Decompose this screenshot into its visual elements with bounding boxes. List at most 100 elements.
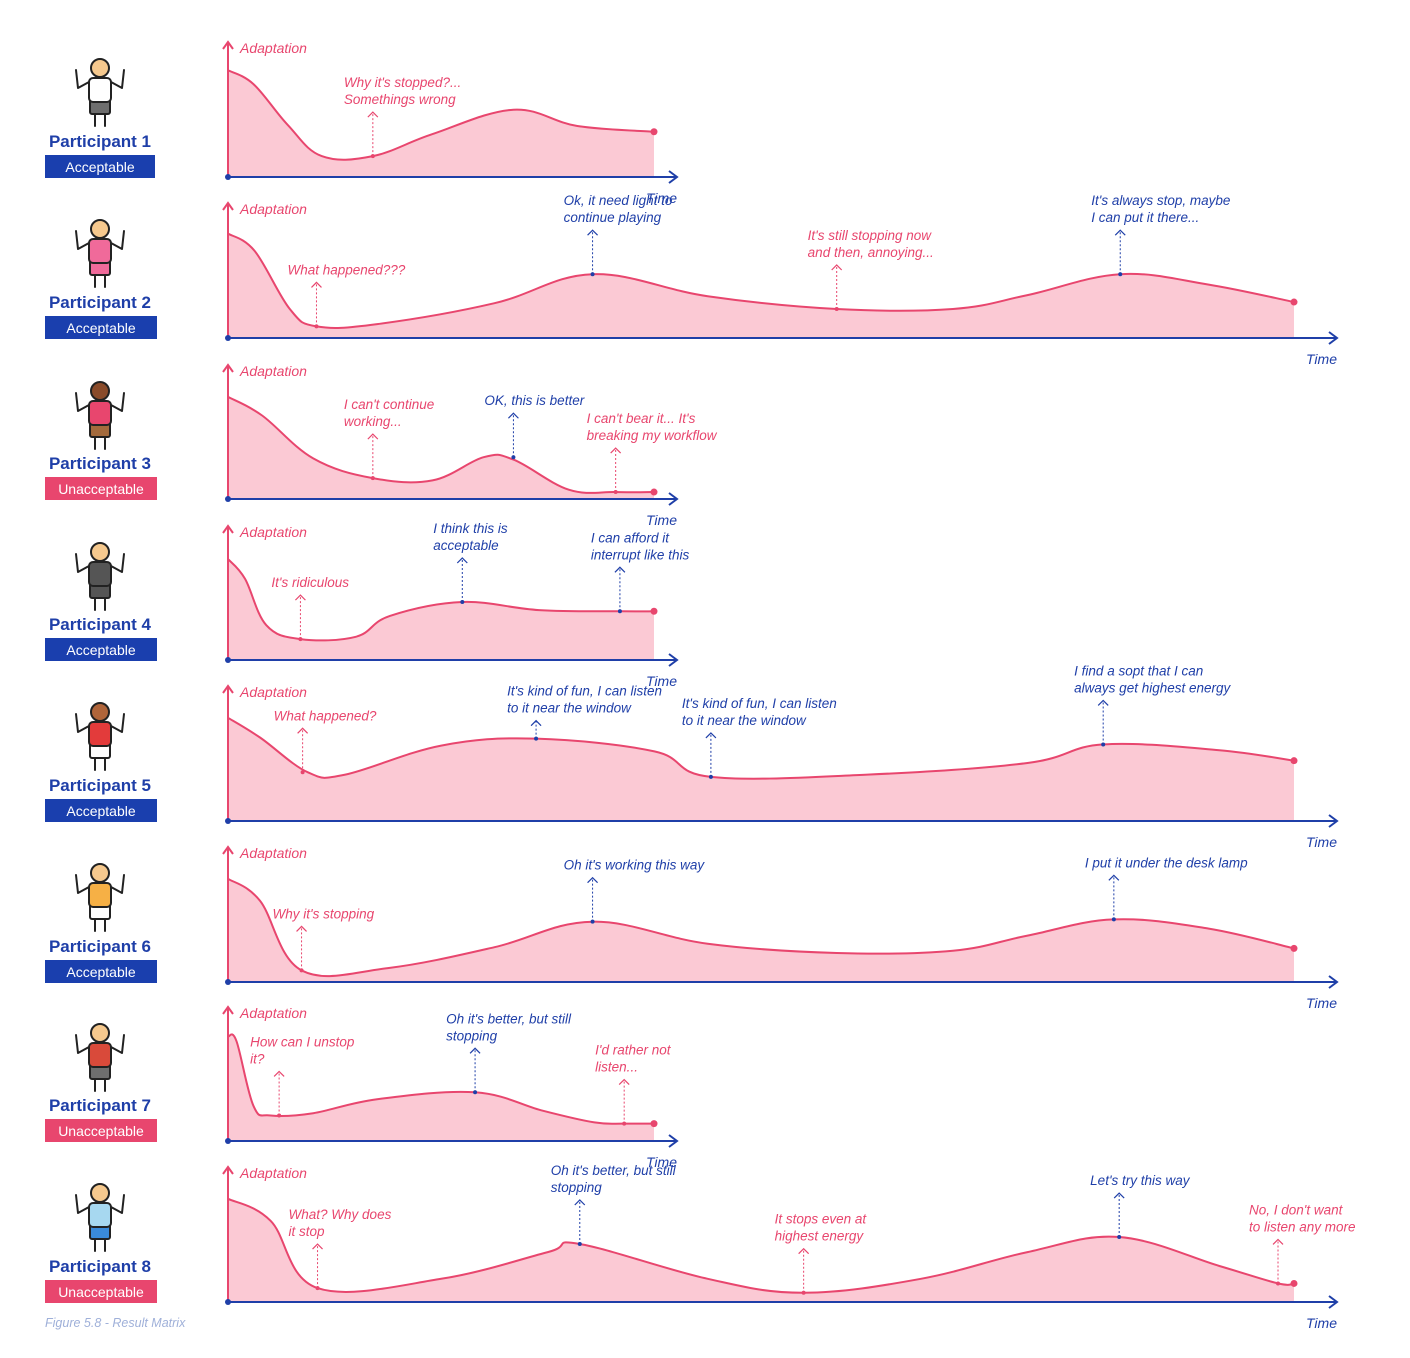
- comment-annotation: Oh it's better, but still stopping: [551, 1163, 677, 1246]
- comment-annotation: It's kind of fun, I can listen to it near…: [507, 684, 662, 741]
- annotation-text: OK, this is better: [484, 393, 584, 408]
- annotation-text: It's kind of fun, I can listen: [507, 684, 662, 699]
- figure-caption: Figure 5.8 - Result Matrix: [45, 1316, 186, 1330]
- adaptation-line: [227, 232, 1295, 329]
- curve-end-point: [1290, 757, 1298, 765]
- curve-end-point: [650, 1120, 658, 1128]
- annotation-text: I think this is: [433, 521, 508, 536]
- verdict-label: Unacceptable: [58, 1123, 144, 1139]
- annotation-text: Why it's stopped?...: [344, 75, 461, 90]
- participant-avatar-icon: [75, 1183, 125, 1252]
- comment-annotation: Why it's stopped?... Somethings wrong: [344, 75, 461, 159]
- annotation-caret-icon: [705, 732, 717, 739]
- annotation-text: Let's try this way: [1090, 1173, 1191, 1188]
- adaptation-area: [228, 396, 654, 499]
- annotation-caret-icon: [294, 594, 306, 601]
- origin-point: [225, 1138, 231, 1144]
- participant-avatar-icon: [75, 58, 125, 127]
- verdict-badge: [45, 155, 155, 178]
- annotation-point: [1117, 1235, 1122, 1240]
- participant-row: Participant 4 Acceptable Adaptation Time It'…: [45, 521, 689, 689]
- comment-annotation: I can't bear it... It's breaking my workf…: [587, 411, 718, 495]
- annotation-caret-icon: [296, 925, 307, 932]
- origin-point: [225, 979, 231, 985]
- participant-row: Participant 3 Unacceptable Adaptation Time I…: [45, 363, 718, 528]
- annotation-point: [801, 1290, 806, 1295]
- x-axis-arrow-icon: [1328, 331, 1339, 345]
- y-axis-label: Adaptation: [239, 1165, 307, 1181]
- annotation-caret-icon: [311, 281, 322, 288]
- x-axis-label: Time: [646, 512, 677, 528]
- adaptation-area: [228, 233, 1294, 338]
- x-axis-label: Time: [646, 190, 677, 206]
- y-axis-arrow-icon: [222, 1165, 234, 1175]
- annotation-text: and then, annoying...: [808, 245, 934, 260]
- y-axis-arrow-icon: [222, 684, 234, 694]
- participant-row: Participant 5 Acceptable Adaptation Time Wha…: [45, 663, 1339, 850]
- annotation-point: [590, 272, 595, 277]
- verdict-badge: [45, 1119, 157, 1142]
- x-axis-label: Time: [1306, 1315, 1337, 1331]
- annotation-caret-icon: [614, 566, 626, 573]
- annotation-point: [300, 770, 305, 775]
- comment-annotation: I find a sopt that I can always get highe…: [1074, 663, 1232, 747]
- comment-annotation: It's ridiculous: [271, 575, 349, 642]
- adaptation-area: [228, 717, 1294, 821]
- comment-annotation: It's still stopping now and then, annoyin…: [808, 228, 934, 311]
- annotation-point: [1118, 272, 1123, 277]
- origin-point: [225, 818, 231, 824]
- adaptation-area: [228, 878, 1294, 982]
- adaptation-line: [227, 1197, 1295, 1294]
- verdict-badge: [45, 799, 157, 822]
- participant-name: Participant 8: [49, 1257, 151, 1276]
- annotation-text: How can I unstop: [250, 1034, 355, 1049]
- curve-end-point: [650, 607, 658, 615]
- annotation-text: What? Why does: [289, 1207, 392, 1222]
- annotation-text: to it near the window: [682, 713, 807, 728]
- annotation-point: [511, 455, 516, 460]
- annotation-text: It's still stopping now: [808, 228, 933, 243]
- y-axis-label: Adaptation: [239, 524, 307, 540]
- origin-point: [225, 174, 231, 180]
- annotation-caret-icon: [367, 111, 379, 118]
- annotation-text: it stop: [289, 1224, 326, 1239]
- participant-name: Participant 5: [49, 776, 151, 795]
- annotation-text: I put it under the desk lamp: [1085, 855, 1248, 870]
- participant-name: Participant 2: [49, 293, 151, 312]
- annotation-text: to it near the window: [507, 701, 632, 716]
- origin-point: [225, 496, 231, 502]
- verdict-label: Acceptable: [66, 964, 135, 980]
- curve-end-point: [1290, 1279, 1298, 1287]
- comment-annotation: It stops even at highest energy: [775, 1212, 867, 1295]
- annotation-text: continue playing: [564, 210, 662, 225]
- annotation-point: [1276, 1281, 1281, 1286]
- curve-end-point: [1290, 298, 1298, 306]
- participant-name: Participant 3: [49, 454, 151, 473]
- annotation-point: [708, 774, 713, 779]
- y-axis-arrow-icon: [222, 40, 234, 50]
- adaptation-area: [228, 70, 654, 177]
- annotation-point: [1111, 917, 1116, 922]
- annotation-point: [622, 1121, 627, 1126]
- annotation-point: [314, 324, 319, 329]
- annotation-text: Oh it's better, but still: [446, 1011, 572, 1026]
- annotation-caret-icon: [610, 447, 622, 454]
- adaptation-line: [227, 69, 655, 161]
- comment-annotation: It's always stop, maybe I can put it ther…: [1091, 193, 1230, 277]
- x-axis-label: Time: [1306, 351, 1337, 367]
- comment-annotation: I can afford it interrupt like this: [591, 530, 689, 614]
- annotation-point: [613, 490, 618, 495]
- participant-avatar-icon: [75, 381, 125, 450]
- comment-annotation: What happened???: [287, 262, 406, 329]
- x-axis-arrow-icon: [1328, 814, 1339, 828]
- verdict-badge: [45, 1280, 157, 1303]
- annotation-caret-icon: [1113, 1192, 1125, 1199]
- y-axis-label: Adaptation: [239, 684, 307, 700]
- annotation-point: [315, 1286, 320, 1291]
- participant-avatar-icon: [75, 1023, 125, 1092]
- participant-name: Participant 1: [49, 132, 151, 151]
- comment-annotation: How can I unstop it?: [250, 1034, 355, 1118]
- comment-annotation: I can't continue working...: [344, 397, 434, 481]
- annotation-text: acceptable: [433, 538, 498, 553]
